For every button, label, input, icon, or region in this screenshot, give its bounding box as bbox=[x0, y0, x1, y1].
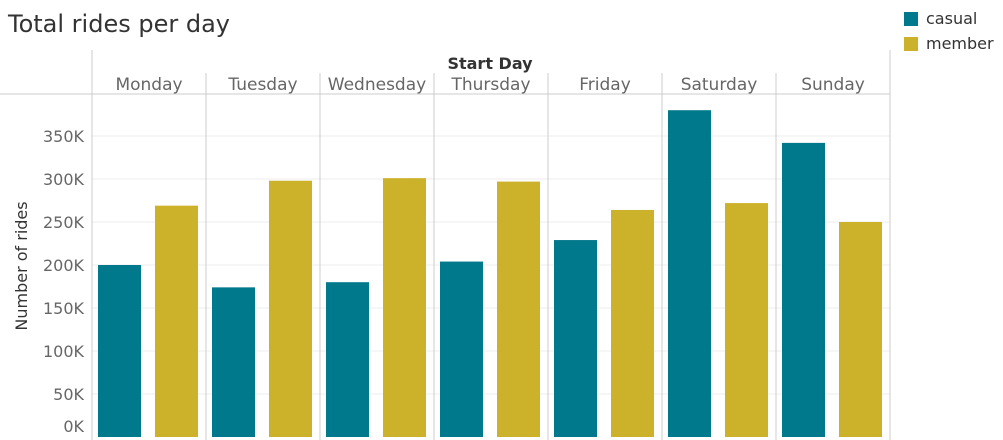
y-tick-label: 0K bbox=[63, 417, 84, 436]
y-tick-label: 300K bbox=[43, 170, 85, 189]
legend-item-member: member bbox=[904, 31, 994, 56]
panel-dividers bbox=[0, 50, 891, 440]
y-tick-label: 150K bbox=[43, 299, 85, 318]
legend-swatch-casual bbox=[904, 11, 918, 26]
bar-casual-sunday[interactable] bbox=[782, 142, 825, 437]
bar-member-monday[interactable] bbox=[155, 205, 198, 437]
y-axis-title: Number of rides bbox=[12, 201, 31, 330]
category-label: Sunday bbox=[801, 75, 865, 95]
category-label: Saturday bbox=[681, 75, 758, 95]
legend-label-casual: casual bbox=[926, 9, 978, 28]
bar-member-wednesday[interactable] bbox=[383, 178, 426, 437]
chart-title: Total rides per day bbox=[8, 10, 230, 38]
category-label: Monday bbox=[115, 75, 182, 95]
legend-item-casual: casual bbox=[904, 6, 994, 31]
legend-swatch-member bbox=[904, 36, 918, 51]
category-label: Thursday bbox=[450, 75, 530, 95]
bar-member-tuesday[interactable] bbox=[269, 180, 312, 437]
bar-member-sunday[interactable] bbox=[839, 222, 882, 437]
y-tick-label: 50K bbox=[53, 385, 84, 404]
bar-member-friday[interactable] bbox=[611, 209, 654, 437]
y-tick-label: 100K bbox=[43, 342, 85, 361]
y-tick-label: 350K bbox=[43, 127, 85, 146]
bar-casual-tuesday[interactable] bbox=[212, 287, 255, 437]
bar-casual-thursday[interactable] bbox=[440, 261, 483, 437]
labels-layer: 0K 50K 100K 150K 200K 250K 300K 350K Monday Tuesd… bbox=[43, 75, 865, 436]
bars-layer bbox=[98, 110, 882, 437]
bar-casual-wednesday[interactable] bbox=[326, 282, 369, 437]
category-label: Friday bbox=[579, 75, 631, 95]
bar-member-saturday[interactable] bbox=[725, 203, 768, 437]
bar-casual-saturday[interactable] bbox=[668, 110, 711, 437]
legend-label-member: member bbox=[926, 34, 994, 53]
bar-casual-friday[interactable] bbox=[554, 240, 597, 437]
x-axis-title: Start Day bbox=[447, 54, 533, 73]
category-label: Tuesday bbox=[227, 75, 297, 95]
y-tick-label: 250K bbox=[43, 213, 85, 232]
bar-member-thursday[interactable] bbox=[497, 181, 540, 437]
bar-casual-monday[interactable] bbox=[98, 265, 141, 437]
grid-layer bbox=[92, 135, 890, 395]
legend: casual member bbox=[904, 6, 994, 56]
category-label: Wednesday bbox=[328, 75, 426, 95]
y-tick-label: 200K bbox=[43, 256, 85, 275]
